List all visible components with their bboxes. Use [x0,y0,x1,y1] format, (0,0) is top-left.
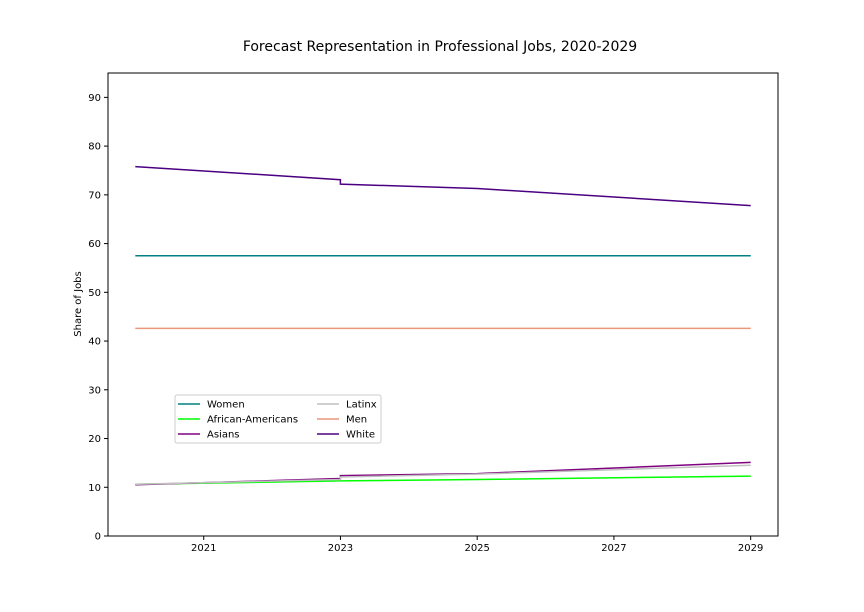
plot-area [107,72,779,537]
y-tick-label: 90 [88,93,101,104]
x-tick-label: 2025 [464,543,489,554]
y-tick-label: 70 [88,190,101,201]
x-tick-label: 2027 [601,543,626,554]
y-tick-label: 0 [95,532,101,543]
legend-label: Asians [207,430,240,441]
y-tick-label: 60 [88,239,101,250]
legend-label: Women [207,400,245,411]
legend-box [174,394,382,444]
y-tick-label: 50 [88,288,101,299]
y-tick-label: 80 [88,142,101,153]
legend-label: African-Americans [207,415,298,426]
chart-title: Forecast Representation in Professional … [243,39,637,55]
series-line-white [135,165,751,207]
y-tick-label: 20 [88,434,101,445]
x-tick-label: 2021 [191,543,216,554]
legend: Women African-Americans Asians Latinx Men Whi… [174,394,382,444]
x-tick-label: 2023 [328,543,353,554]
series-line-latinx [135,464,751,486]
y-tick-label: 10 [88,483,101,494]
x-tick-label: 2029 [738,543,763,554]
y-tick-label: 40 [88,337,101,348]
legend-label: White [346,430,375,441]
y-tick-label: 30 [88,385,101,396]
legend-label: Men [346,415,367,426]
y-axis-label: Share of Jobs [73,271,84,336]
legend-label: Latinx [346,400,377,411]
